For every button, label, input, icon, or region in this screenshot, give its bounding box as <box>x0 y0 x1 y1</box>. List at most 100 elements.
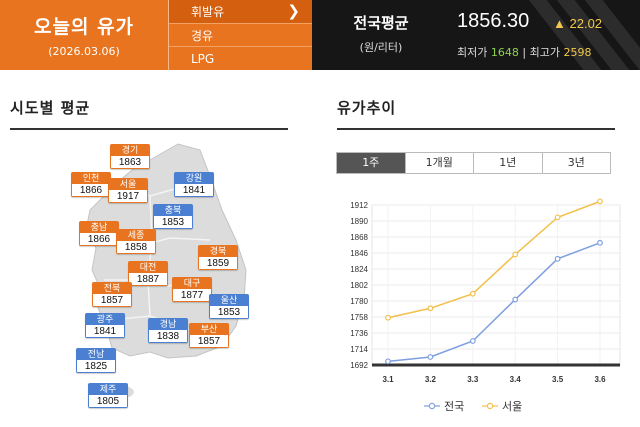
region-name: 광주 <box>85 313 125 325</box>
tab-1week[interactable]: 1주 <box>337 153 406 173</box>
y-tick-label: 1890 <box>350 217 368 226</box>
region-name: 세종 <box>116 229 156 241</box>
data-point <box>597 239 603 246</box>
legend-marker <box>486 402 494 410</box>
separator: | <box>518 46 530 59</box>
region-badge-gangwon[interactable]: 강원 1841 <box>174 172 214 197</box>
fuel-tab-label: LPG <box>191 51 215 66</box>
region-name: 부산 <box>189 323 229 335</box>
series-line-1 <box>387 200 601 319</box>
series-line-0 <box>387 242 601 363</box>
fuel-tab-diesel[interactable]: 경유 <box>169 24 312 48</box>
data-point <box>427 305 434 312</box>
region-name: 인천 <box>71 172 111 184</box>
region-name: 전남 <box>76 348 116 360</box>
fuel-tab-lpg[interactable]: LPG <box>169 47 312 70</box>
region-value: 1917 <box>108 190 148 203</box>
region-value: 1825 <box>76 360 116 373</box>
page-title: 오늘의 유가 <box>33 16 134 38</box>
region-badge-chungbuk[interactable]: 충북 1853 <box>153 204 193 229</box>
brand-box: 오늘의 유가 (2026.03.06) <box>0 0 168 70</box>
region-name: 충남 <box>79 221 119 233</box>
national-avg-heading: 전국평균 (원/리터) <box>336 12 426 55</box>
region-name: 대전 <box>128 261 168 273</box>
y-tick-label: 1912 <box>350 201 368 210</box>
data-point <box>554 214 561 221</box>
region-badge-jeju[interactable]: 제주 1805 <box>88 383 128 408</box>
data-point <box>554 255 561 262</box>
region-value: 1866 <box>79 233 119 246</box>
region-badge-daegu[interactable]: 대구 1877 <box>172 277 212 302</box>
region-badge-incheon[interactable]: 인천 1866 <box>71 172 111 197</box>
region-badge-busan[interactable]: 부산 1857 <box>189 323 229 348</box>
regional-title: 시도별 평균 <box>10 99 91 117</box>
region-value: 1805 <box>88 395 128 408</box>
region-name: 충북 <box>153 204 193 216</box>
fuel-tab-gasoline[interactable]: 휘발유 ❯ <box>169 0 312 24</box>
x-tick-label: 3.5 <box>552 375 564 384</box>
region-value: 1853 <box>153 216 193 229</box>
tab-1month[interactable]: 1개월 <box>405 153 474 173</box>
region-value: 1858 <box>116 241 156 254</box>
region-name: 대구 <box>172 277 212 289</box>
y-tick-label: 1846 <box>350 249 368 258</box>
region-name: 전북 <box>92 282 132 294</box>
x-tick-label: 3.3 <box>467 375 479 384</box>
trend-title: 유가추이 <box>337 99 397 117</box>
region-value: 1859 <box>198 257 238 270</box>
x-tick-label: 3.1 <box>382 375 394 384</box>
region-name: 제주 <box>88 383 128 395</box>
data-point <box>385 358 391 365</box>
tab-3year[interactable]: 3년 <box>542 153 610 173</box>
region-badge-gyeongbuk[interactable]: 경북 1859 <box>198 245 238 270</box>
national-avg-price: 1856.30 <box>457 10 530 32</box>
region-badge-jeonbuk[interactable]: 전북 1857 <box>92 282 132 307</box>
region-badge-chungnam[interactable]: 충남 1866 <box>79 221 119 246</box>
data-point <box>469 338 476 344</box>
region-value: 1877 <box>172 289 212 302</box>
national-avg-label: 전국평균 <box>353 14 409 32</box>
y-tick-label: 1780 <box>350 297 368 306</box>
region-badge-jeonnam[interactable]: 전남 1825 <box>76 348 116 373</box>
region-value: 1866 <box>71 184 111 197</box>
min-value: 1648 <box>490 46 519 59</box>
region-name: 서울 <box>108 178 148 190</box>
region-badge-ulsan[interactable]: 울산 1853 <box>209 294 249 319</box>
region-badge-gyeongnam[interactable]: 경남 1838 <box>148 318 188 343</box>
fuel-tab-label: 경유 <box>191 28 214 43</box>
y-tick-label: 1714 <box>350 345 368 354</box>
region-badge-gwangju[interactable]: 광주 1841 <box>85 313 125 338</box>
national-average-panel: 전국평균 (원/리터) 1856.30 ▲ 22.02 최저가 1648 | 최… <box>312 0 640 70</box>
data-point <box>385 314 391 321</box>
region-name: 경기 <box>110 144 150 156</box>
chevron-right-icon: ❯ <box>287 2 300 20</box>
korea-map: 경기 1863 인천 1866 서울 1917 강원 1841 충북 1853 … <box>0 130 300 423</box>
up-arrow-icon: ▲ <box>553 16 566 31</box>
data-point <box>469 290 476 297</box>
y-tick-label: 1758 <box>350 313 368 322</box>
y-tick-label: 1868 <box>350 233 368 242</box>
legend-label: 서울 <box>502 400 522 413</box>
region-value: 1857 <box>92 294 132 307</box>
region-badge-gyeonggi[interactable]: 경기 1863 <box>110 144 150 169</box>
y-tick-label: 1802 <box>350 281 368 290</box>
y-tick-label: 1692 <box>350 361 368 370</box>
period-tabs: 1주 1개월 1년 3년 <box>336 152 611 174</box>
regional-divider <box>10 128 288 130</box>
max-value: 2598 <box>563 46 592 59</box>
max-label: 최고가 <box>529 46 560 59</box>
region-badge-sejong[interactable]: 세종 1858 <box>116 229 156 254</box>
y-tick-label: 1736 <box>350 329 368 338</box>
trend-divider <box>337 128 615 130</box>
region-badge-seoul[interactable]: 서울 1917 <box>108 178 148 203</box>
legend-label: 전국 <box>444 400 464 413</box>
min-max-prices: 최저가 1648 | 최고가 2598 <box>457 44 591 60</box>
change-value: 22.02 <box>569 16 603 31</box>
data-point <box>512 251 519 258</box>
region-badge-daejeon[interactable]: 대전 1887 <box>128 261 168 286</box>
region-value: 1853 <box>209 306 249 319</box>
price-trend-chart: 1692 1714 1736 1758 1780 1802 1824 1846 1868 1890… <box>350 198 621 413</box>
tab-1year[interactable]: 1년 <box>474 153 543 173</box>
legend-marker <box>428 402 436 410</box>
region-value: 1841 <box>85 325 125 338</box>
